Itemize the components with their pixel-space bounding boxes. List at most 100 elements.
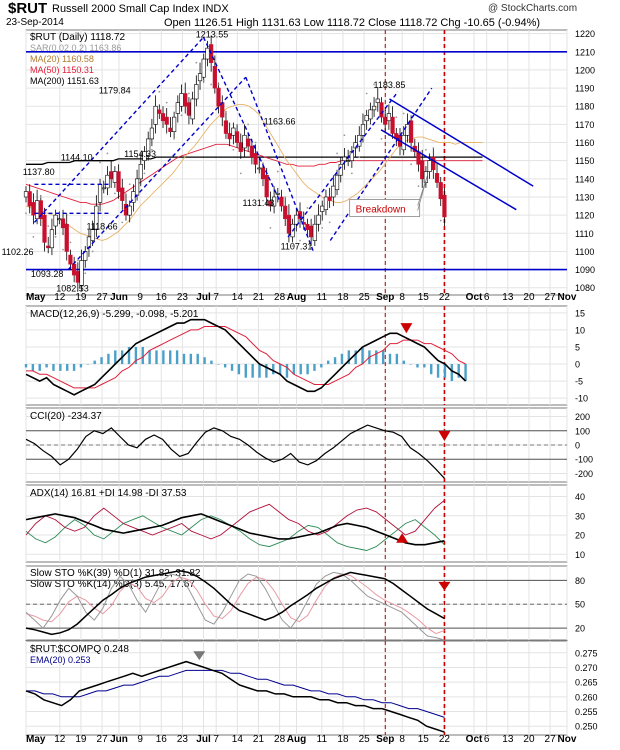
cci-tick-label: 200 bbox=[575, 412, 590, 422]
ratio-ema-legend: EMA(20) 0.253 bbox=[30, 655, 91, 665]
candle-body bbox=[271, 196, 277, 207]
macd-hist-bar bbox=[430, 364, 433, 375]
cci-line bbox=[25, 424, 445, 479]
candle-body bbox=[242, 134, 247, 149]
price-tick-label: 1080 bbox=[575, 283, 595, 293]
sar-dot bbox=[254, 141, 257, 144]
candle-body bbox=[168, 127, 173, 132]
macd-hist-bar bbox=[100, 357, 103, 365]
symbol-title: $RUT bbox=[8, 0, 48, 17]
sar-dot bbox=[173, 138, 176, 140]
price-tick-label: 1090 bbox=[575, 265, 595, 275]
x-tick-label: 20 bbox=[523, 734, 535, 745]
candle-body bbox=[309, 225, 314, 238]
candle-body bbox=[190, 98, 195, 120]
candle-body bbox=[227, 133, 232, 140]
macd-hist-bar bbox=[333, 357, 337, 365]
macd-hist-bar bbox=[79, 364, 83, 368]
sar-dot bbox=[47, 225, 50, 227]
sar-dot bbox=[69, 241, 72, 244]
candle-body bbox=[383, 116, 388, 125]
price-legend-item: MA(20) 1160.58 bbox=[30, 54, 94, 64]
sar-dot bbox=[217, 83, 220, 86]
x-tick-label: 7 bbox=[213, 734, 219, 745]
candle-body bbox=[312, 223, 317, 241]
x-tick-label: 13 bbox=[502, 292, 514, 303]
macd-hist-bar bbox=[230, 364, 234, 371]
x-tick-label: 27 bbox=[545, 292, 557, 303]
candle-body bbox=[405, 124, 410, 136]
price-level-label: 1213.55 bbox=[196, 29, 229, 39]
x-tick-label: 19 bbox=[75, 292, 87, 303]
macd-hist-bar bbox=[189, 353, 193, 365]
candle-body bbox=[327, 196, 332, 201]
macd-hist-bar bbox=[265, 364, 268, 378]
candle-body bbox=[64, 223, 69, 252]
macd-tick-label: 0 bbox=[575, 360, 580, 370]
price-level-label: 1093.28 bbox=[31, 269, 64, 279]
macd-hist-bar bbox=[182, 353, 186, 365]
x-tick-label: 15 bbox=[418, 292, 430, 303]
macd-hist-bar bbox=[127, 346, 131, 365]
adx-title: ADX(14) 16.81 +DI 14.98 -DI 37.53 bbox=[30, 488, 187, 499]
candle-body bbox=[90, 229, 95, 241]
ratio-gray-arrow bbox=[193, 651, 206, 661]
candle-body bbox=[101, 187, 106, 190]
candle-body bbox=[320, 205, 325, 212]
candle-body bbox=[238, 142, 243, 152]
x-tick-label: 11 bbox=[317, 734, 328, 745]
price-tick-label: 1170 bbox=[575, 120, 594, 130]
x-tick-label: 9 bbox=[137, 292, 143, 303]
sar-dot bbox=[62, 248, 64, 251]
sar-dot bbox=[306, 206, 309, 209]
candle-body bbox=[105, 174, 110, 189]
x-tick-label: 12 bbox=[54, 292, 66, 303]
macd-hist-bar bbox=[306, 364, 309, 375]
sar-dot bbox=[84, 272, 87, 275]
x-tick-label: 7 bbox=[213, 292, 219, 303]
candle-body bbox=[79, 260, 84, 287]
sar-dot bbox=[210, 83, 213, 86]
ratio-tick-label: 0.260 bbox=[575, 692, 598, 702]
x-tick-label: Aug bbox=[287, 292, 306, 303]
stoch-k14-line bbox=[25, 571, 445, 641]
macd-hist-bar bbox=[223, 364, 227, 368]
x-tick-label: Jun bbox=[110, 734, 128, 745]
sar-dot bbox=[39, 196, 42, 198]
macd-hist-bar bbox=[299, 364, 302, 375]
candle-body bbox=[186, 102, 192, 116]
candle-body bbox=[68, 254, 73, 265]
macd-hist-bar bbox=[196, 353, 199, 365]
macd-hist-bar bbox=[114, 350, 117, 365]
sep_down-line bbox=[389, 98, 534, 187]
candle-body bbox=[279, 196, 284, 207]
sar-dot bbox=[299, 239, 301, 242]
x-tick-label: Sep bbox=[376, 734, 394, 745]
sar-dot bbox=[106, 152, 109, 155]
ratio-tick-label: 0.270 bbox=[575, 663, 598, 673]
x-tick-label: 16 bbox=[156, 292, 168, 303]
candle-body bbox=[364, 115, 369, 122]
x-tick-label: 14 bbox=[232, 292, 244, 303]
candle-body bbox=[49, 229, 55, 249]
macd-hist-bar bbox=[148, 350, 151, 365]
macd-hist-bar bbox=[375, 350, 378, 365]
macd-line bbox=[25, 318, 467, 396]
price-tick-label: 1220 bbox=[575, 29, 595, 39]
sar-dot bbox=[150, 148, 153, 151]
price-level-label: 1137.80 bbox=[23, 167, 55, 177]
sar-dot bbox=[262, 199, 264, 202]
macd-tick-label: -5 bbox=[575, 377, 583, 387]
sar-dot bbox=[284, 196, 287, 198]
macd-hist-bar bbox=[244, 364, 247, 378]
x-tick-label: 11 bbox=[317, 292, 328, 303]
x-tick-label: 16 bbox=[156, 734, 168, 745]
x-tick-label: Nov bbox=[558, 292, 577, 303]
price-tick-label: 1210 bbox=[575, 47, 595, 57]
candle-body bbox=[409, 120, 414, 143]
ratio-tick-label: 0.250 bbox=[575, 722, 598, 732]
x-tick-label: 12 bbox=[54, 734, 66, 745]
x-tick-label: 6 bbox=[484, 734, 490, 745]
candle-body bbox=[223, 120, 229, 134]
price-level-label: 1163.66 bbox=[264, 116, 296, 126]
